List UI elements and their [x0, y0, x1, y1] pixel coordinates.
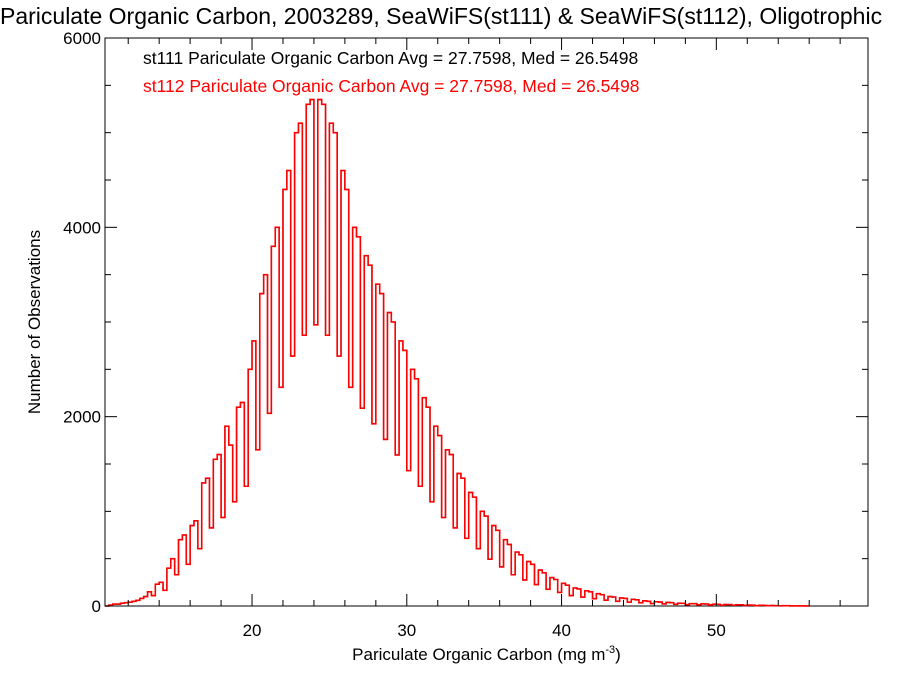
axis-ticks [105, 37, 868, 607]
plot-area-frame [104, 37, 869, 607]
axis-tick-labels: 20 30 40 50 0 2000 4000 6000 [63, 29, 726, 640]
x-tick-label: 20 [243, 621, 262, 640]
x-axis-label: Pariculate Organic Carbon (mg m-3) [352, 644, 621, 664]
x-tick-label: 40 [552, 621, 571, 640]
x-axis-label-close: ) [615, 645, 621, 664]
legend-entry-st111: st111 Pariculate Organic Carbon Avg = 27… [143, 48, 638, 68]
series-st112-line [105, 98, 810, 607]
y-tick-label: 2000 [63, 408, 101, 427]
series-layer [105, 98, 810, 607]
y-tick-label: 0 [92, 597, 101, 616]
series-st111-line [105, 98, 810, 607]
y-axis-label: Number of Observations [25, 230, 44, 414]
x-axis-label-superscript: -3 [605, 644, 615, 656]
legend: st111 Pariculate Organic Carbon Avg = 27… [143, 48, 640, 96]
x-axis-label-text: Pariculate Organic Carbon (mg m [352, 645, 605, 664]
y-tick-label: 4000 [63, 218, 101, 237]
chart-title: Pariculate Organic Carbon, 2003289, SeaW… [0, 3, 882, 29]
legend-entry-st112: st112 Pariculate Organic Carbon Avg = 27… [143, 76, 640, 96]
x-tick-label: 30 [397, 621, 416, 640]
y-tick-label: 6000 [63, 29, 101, 48]
x-tick-label: 50 [707, 621, 726, 640]
